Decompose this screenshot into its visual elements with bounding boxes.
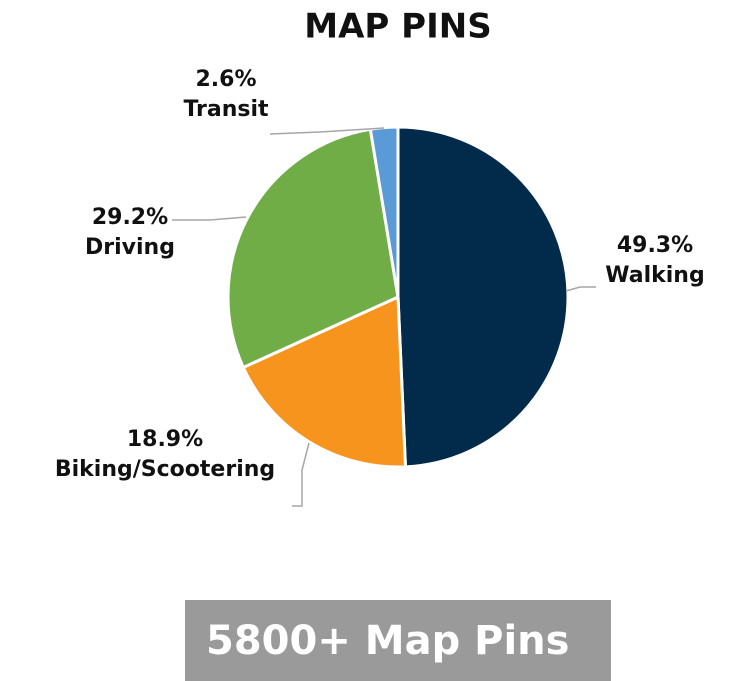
value-label: 49.3% — [617, 233, 693, 258]
pie-slice — [226, 127, 400, 370]
banner-text: 5800+ Map Pins — [206, 618, 569, 664]
value-label: 18.9% — [127, 427, 203, 452]
leader-line — [292, 442, 310, 507]
leader-line — [565, 286, 596, 292]
value-label: 29.2% — [92, 205, 168, 230]
banner-box — [185, 600, 611, 681]
value-label: 2.6% — [195, 67, 256, 92]
pie-slice — [241, 294, 408, 469]
leader-line — [172, 216, 247, 221]
pie-slice — [396, 125, 570, 469]
category-label: Driving — [85, 235, 175, 260]
chart-title: MAP PINS — [304, 7, 491, 47]
leader-line — [269, 127, 385, 135]
category-label: Biking/Scootering — [55, 457, 275, 482]
category-label: Transit — [183, 97, 269, 122]
category-label: Walking — [605, 263, 704, 288]
